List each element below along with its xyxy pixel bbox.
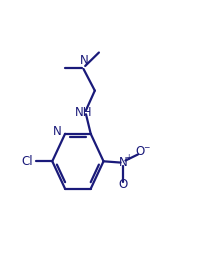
Text: N: N — [80, 54, 89, 67]
Text: NH: NH — [74, 106, 92, 119]
Text: N: N — [53, 125, 62, 138]
Text: −: − — [142, 143, 149, 152]
Text: N: N — [118, 156, 127, 169]
Text: O: O — [118, 178, 127, 191]
Text: Cl: Cl — [21, 155, 33, 168]
Text: +: + — [125, 153, 131, 163]
Text: O: O — [135, 145, 144, 158]
